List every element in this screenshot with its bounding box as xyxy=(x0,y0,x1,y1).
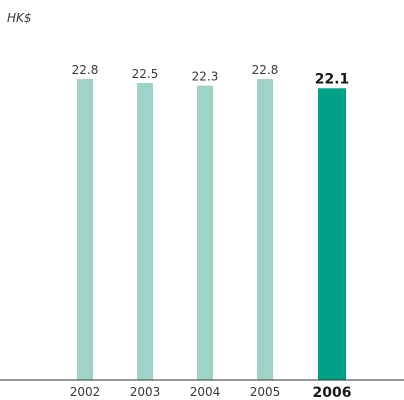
x-tick-label-2003: 2003 xyxy=(130,385,161,399)
x-tick-labels-group: 2002 2003 2004 2005 2006 xyxy=(70,385,352,400)
bar-2005 xyxy=(257,79,273,380)
bar-2003 xyxy=(137,83,153,380)
value-label-2006: 22.1 xyxy=(315,71,350,87)
unit-label: HK$ xyxy=(7,11,32,25)
value-labels-group: 22.8 22.5 22.3 22.8 22.1 xyxy=(72,63,350,87)
bar-2002 xyxy=(77,79,93,380)
x-tick-label-2005: 2005 xyxy=(250,385,281,399)
x-tick-label-2004: 2004 xyxy=(190,385,221,399)
x-tick-label-2006: 2006 xyxy=(313,385,352,400)
value-label-2003: 22.5 xyxy=(132,67,159,81)
bars-group xyxy=(77,79,346,380)
bar-2004 xyxy=(197,85,213,380)
x-tick-label-2002: 2002 xyxy=(70,385,101,399)
value-label-2002: 22.8 xyxy=(72,63,99,77)
value-label-2004: 22.3 xyxy=(192,70,219,84)
bar-2006 xyxy=(318,88,346,380)
value-label-2005: 22.8 xyxy=(252,63,279,77)
